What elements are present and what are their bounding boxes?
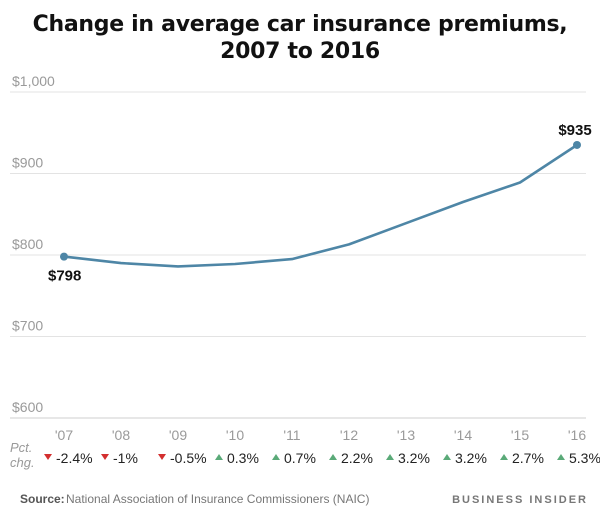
data-point: [573, 140, 581, 149]
pct-change-item: 2.2%: [329, 450, 373, 466]
up-arrow-icon: [215, 454, 223, 460]
data-labels: $798 $935: [48, 122, 592, 285]
pct-change-value: 2.7%: [512, 450, 544, 466]
pct-change-item: 2.7%: [500, 450, 544, 466]
up-arrow-icon: [329, 454, 337, 460]
up-arrow-icon: [272, 454, 280, 460]
y-axis-ticks: $600 $700 $800 $900 $1,000: [12, 73, 55, 415]
pct-change-item: 3.2%: [443, 450, 487, 466]
up-arrow-icon: [443, 454, 451, 460]
pct-change-value: -0.5%: [170, 450, 207, 466]
series-line-path: [62, 143, 579, 268]
pct-change-item: 0.7%: [272, 450, 316, 466]
x-tick-label: '14: [454, 427, 472, 443]
source-text: National Association of Insurance Commis…: [66, 492, 369, 506]
y-tick-label: $600: [12, 399, 43, 415]
x-tick-label: '16: [568, 427, 586, 443]
data-label: $935: [558, 122, 591, 139]
pct-change-item: -0.5%: [158, 450, 207, 466]
x-tick-label: '15: [511, 427, 529, 443]
y-tick-label: $1,000: [12, 73, 55, 89]
brand-logo: BUSINESS INSIDER: [452, 494, 588, 506]
pct-change-value: -2.4%: [56, 450, 93, 466]
source-prefix: Source:: [20, 492, 65, 506]
pct-change-item: -1%: [101, 450, 138, 466]
y-tick-label: $700: [12, 318, 43, 334]
pct-change-label-line-2: chg.: [10, 455, 35, 470]
down-arrow-icon: [101, 454, 109, 460]
down-arrow-icon: [158, 454, 166, 460]
pct-change-item: 5.3%: [557, 450, 600, 466]
gridlines: [10, 91, 586, 419]
data-label: $798: [48, 268, 81, 285]
series-line: [60, 140, 581, 268]
pct-change-value: 5.3%: [569, 450, 600, 466]
up-arrow-icon: [500, 454, 508, 460]
pct-change-row: -2.4% -1% -0.5% 0.3% 0.7% 2.2% 3.2% 3.2% 2.7% 5.3…: [44, 450, 600, 466]
x-tick-label: '11: [283, 427, 300, 443]
pct-change-item: 0.3%: [215, 450, 259, 466]
up-arrow-icon: [557, 454, 565, 460]
x-tick-label: '13: [397, 427, 415, 443]
chart-title-line-2: 2007 to 2016: [220, 39, 380, 64]
pct-change-value: -1%: [113, 450, 138, 466]
chart-title-line-1: Change in average car insurance premiums…: [33, 12, 568, 37]
pct-change-value: 0.7%: [284, 450, 316, 466]
pct-change-value: 2.2%: [341, 450, 373, 466]
down-arrow-icon: [44, 454, 52, 460]
x-tick-label: '08: [112, 427, 130, 443]
y-tick-label: $900: [12, 155, 43, 171]
pct-change-value: 3.2%: [455, 450, 487, 466]
pct-change-label-line-1: Pct.: [10, 440, 32, 455]
pct-change-item: -2.4%: [44, 450, 93, 466]
x-tick-label: '10: [226, 427, 244, 443]
up-arrow-icon: [386, 454, 394, 460]
data-point: [60, 252, 68, 261]
x-tick-label: '12: [340, 427, 358, 443]
pct-change-value: 3.2%: [398, 450, 430, 466]
x-tick-label: '07: [55, 427, 73, 443]
pct-change-value: 0.3%: [227, 450, 259, 466]
pct-change-item: 3.2%: [386, 450, 430, 466]
x-tick-label: '09: [169, 427, 187, 443]
x-axis-ticks: '07 '08 '09 '10 '11 '12 '13 '14 '15 '16: [55, 427, 586, 443]
y-tick-label: $800: [12, 236, 43, 252]
